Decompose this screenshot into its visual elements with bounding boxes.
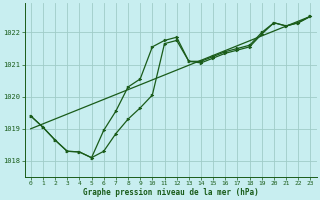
X-axis label: Graphe pression niveau de la mer (hPa): Graphe pression niveau de la mer (hPa) <box>83 188 259 197</box>
